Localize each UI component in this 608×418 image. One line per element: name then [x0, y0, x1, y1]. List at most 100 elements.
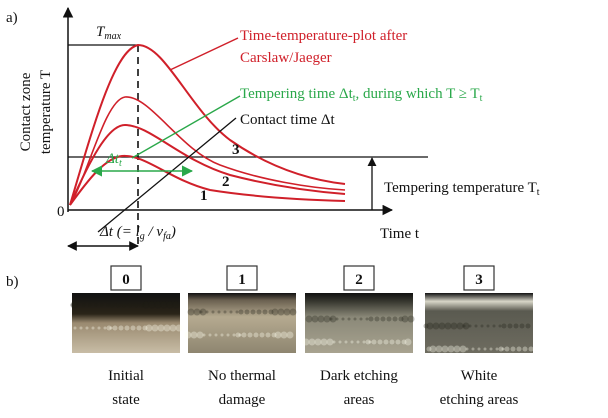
- grain: [188, 309, 195, 316]
- grain: [315, 339, 322, 346]
- grain: [269, 310, 274, 315]
- grain: [191, 332, 198, 339]
- grain: [290, 309, 297, 316]
- grain: [451, 323, 458, 330]
- grain: [137, 326, 142, 331]
- grain: [107, 304, 110, 307]
- grain: [167, 302, 174, 309]
- grain: [110, 303, 115, 308]
- grain: [517, 347, 522, 352]
- grain: [502, 348, 505, 351]
- annotation: Time-temperature-plot after: [240, 28, 407, 44]
- grain: [499, 325, 502, 328]
- grain: [71, 302, 78, 309]
- grain: [529, 347, 534, 352]
- caption: Dark etching: [320, 368, 398, 384]
- grain: [110, 327, 113, 330]
- grain: [496, 348, 499, 351]
- grain: [427, 347, 432, 352]
- grain: [433, 323, 440, 330]
- grain: [481, 325, 484, 328]
- curve-label: 3: [232, 142, 240, 158]
- grain: [272, 333, 277, 338]
- leader: [132, 96, 240, 158]
- grain: [511, 347, 516, 352]
- grain: [402, 340, 407, 345]
- grain: [339, 341, 342, 344]
- grain: [345, 341, 348, 344]
- grain: [381, 317, 386, 322]
- grain: [227, 334, 230, 337]
- grain: [104, 327, 107, 330]
- caption: areas: [344, 392, 375, 408]
- grain: [149, 302, 156, 309]
- grain: [194, 309, 201, 316]
- grain: [212, 311, 215, 314]
- grain: [284, 309, 291, 316]
- sample-number: 3: [475, 272, 483, 288]
- grain: [164, 325, 171, 332]
- grain: [309, 339, 316, 346]
- caption: No thermal: [208, 368, 276, 384]
- tempering-temperature-label: Tempering temperature Tt: [384, 180, 540, 198]
- grain: [134, 303, 139, 308]
- grain: [393, 317, 398, 322]
- grain: [439, 323, 446, 330]
- grain: [200, 309, 207, 316]
- grain: [312, 316, 319, 323]
- grain: [454, 346, 461, 353]
- caption: state: [112, 392, 140, 408]
- grain: [218, 311, 221, 314]
- panel-label: a): [6, 10, 18, 26]
- grain: [523, 347, 528, 352]
- grain: [354, 318, 357, 321]
- sample-number: 2: [355, 272, 363, 288]
- x-axis-label: Time t: [380, 226, 420, 242]
- grain: [125, 326, 130, 331]
- grain: [463, 323, 470, 330]
- grain: [387, 317, 392, 322]
- grain: [209, 334, 212, 337]
- delta-t-t-label: Δtt: [105, 151, 122, 169]
- grain: [321, 339, 328, 346]
- grain: [101, 304, 104, 307]
- grain: [475, 325, 478, 328]
- grain: [131, 326, 136, 331]
- grain: [363, 341, 366, 344]
- grain: [472, 348, 475, 351]
- grain: [89, 304, 92, 307]
- grain: [248, 333, 253, 338]
- grain: [490, 348, 493, 351]
- grain: [436, 346, 443, 353]
- y-axis-label: temperature T: [38, 70, 54, 154]
- grain: [457, 323, 464, 330]
- grain: [185, 332, 192, 339]
- grain: [176, 325, 183, 332]
- grain: [478, 348, 481, 351]
- grain: [399, 317, 404, 322]
- grain: [233, 334, 236, 337]
- panel-label: b): [6, 274, 19, 290]
- grain: [514, 324, 519, 329]
- grain: [113, 326, 118, 331]
- grain: [140, 303, 145, 308]
- grain: [520, 324, 525, 329]
- grain: [448, 346, 455, 353]
- grain: [92, 327, 95, 330]
- grain: [526, 324, 531, 329]
- grain: [505, 347, 510, 352]
- grain: [442, 346, 449, 353]
- grain: [348, 318, 351, 321]
- grain: [239, 334, 242, 337]
- grain: [143, 326, 148, 331]
- grain: [263, 310, 268, 315]
- grain: [74, 327, 77, 330]
- grain: [357, 341, 360, 344]
- grain: [351, 341, 354, 344]
- grain: [80, 327, 83, 330]
- grain: [484, 348, 487, 351]
- caption: damage: [219, 392, 266, 408]
- grain: [122, 303, 127, 308]
- grain: [303, 339, 310, 346]
- figure: a) Contact zone temperature T 0 Tmax 3 2…: [0, 0, 608, 418]
